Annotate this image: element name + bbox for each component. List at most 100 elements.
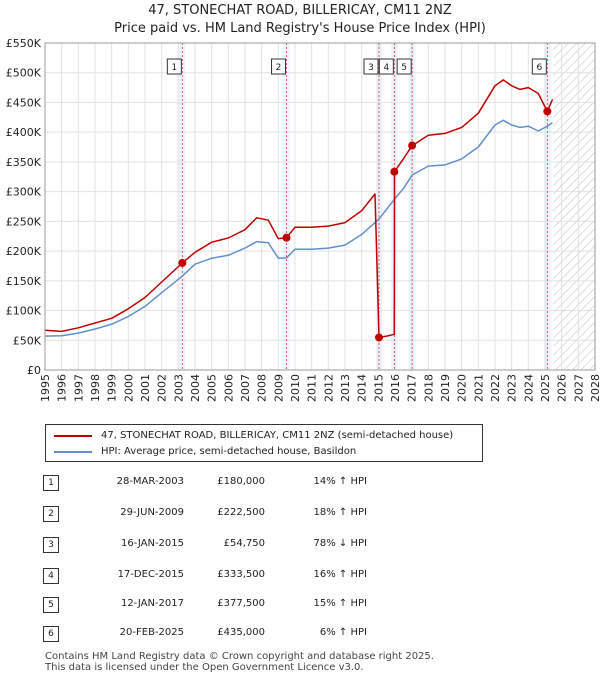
x-tick-label: 2026 [556, 374, 569, 402]
sale-label-text: 3 [368, 63, 374, 73]
sale-date: 16-JAN-2015 [120, 538, 184, 549]
x-tick-label: 2006 [222, 374, 235, 402]
x-tick-label: 2008 [256, 374, 269, 402]
sale-price: £180,000 [217, 476, 265, 487]
sale-number-badge: 2 [43, 506, 59, 522]
sale-point [178, 258, 187, 267]
y-tick-label: £0 [27, 364, 41, 377]
x-tick-label: 2010 [289, 374, 302, 402]
y-tick-label: £50K [13, 334, 42, 347]
property-price-line [44, 79, 554, 339]
x-tick-label: 2022 [489, 374, 502, 402]
sale-band [283, 43, 290, 370]
sale-label-box [531, 58, 547, 75]
sale-band [376, 43, 382, 370]
x-tick-label: 2014 [356, 374, 369, 402]
x-tick-label: 2000 [122, 374, 135, 402]
sale-label: 4 [378, 58, 394, 75]
sale-price: £222,500 [217, 507, 265, 518]
x-tick-label: 2002 [156, 374, 169, 402]
x-tick-label: 2012 [322, 374, 335, 402]
x-tick-label: 2016 [389, 374, 402, 402]
y-tick-label: £450K [6, 96, 42, 109]
sale-label: 1 [166, 58, 182, 75]
x-tick-label: 2027 [572, 374, 585, 402]
x-tick-label: 2021 [472, 374, 485, 402]
y-tick-label: £500K [6, 67, 42, 80]
x-tick-label: 2001 [139, 374, 152, 402]
sale-hpi-diff: 14% ↑ HPI [313, 476, 367, 487]
x-tick-label: 2018 [422, 374, 435, 402]
sale-number-badge: 3 [43, 537, 59, 553]
plot-frame [44, 42, 596, 371]
table-row: 4 17-DEC-2015 £333,500 16% ↑ HPI [0, 568, 600, 584]
sale-hpi-diff: 78% ↓ HPI [313, 538, 367, 549]
x-tick-label: 2017 [406, 374, 419, 402]
table-row: 1 28-MAR-2003 £180,000 14% ↑ HPI [0, 475, 600, 491]
sale-point [282, 233, 291, 242]
sale-label-box [396, 58, 412, 75]
legend-hpi-swatch [54, 450, 92, 453]
x-tick-label: 2025 [539, 374, 552, 402]
sale-date: 12-JAN-2017 [120, 598, 184, 609]
x-tick-label: 2011 [306, 374, 319, 402]
sale-price: £435,000 [217, 627, 265, 638]
legend-hpi-label: HPI: Average price, semi-detached house,… [101, 446, 357, 457]
sale-label-box [271, 58, 286, 75]
sale-point [543, 107, 552, 116]
x-tick-label: 2013 [339, 374, 352, 402]
sale-label-box [166, 58, 182, 75]
sale-label: 6 [531, 58, 547, 75]
hpi-line [44, 119, 553, 337]
x-tick-label: 2015 [372, 374, 385, 402]
sale-date: 29-JUN-2009 [120, 507, 184, 518]
sale-label-box [363, 58, 379, 75]
chart-legend: 47, STONECHAT ROAD, BILLERICAY, CM11 2NZ… [45, 424, 483, 462]
sale-label-box [378, 58, 394, 75]
x-tick-label: 1998 [89, 374, 102, 402]
sale-point [390, 167, 399, 176]
forecast-hatch-region [553, 43, 595, 370]
sale-label-text: 5 [401, 63, 407, 73]
x-tick-label: 2005 [206, 374, 219, 402]
chart-title: 47, STONECHAT ROAD, BILLERICAY, CM11 2NZ [148, 3, 452, 18]
sale-label-text: 1 [171, 63, 177, 73]
table-row: 2 29-JUN-2009 £222,500 18% ↑ HPI [0, 506, 600, 522]
x-tick-label: 2007 [239, 374, 252, 402]
sale-hpi-diff: 18% ↑ HPI [313, 507, 367, 518]
x-tick-label: 1999 [106, 374, 119, 402]
plot-background [45, 43, 595, 370]
x-tick-label: 2023 [506, 374, 519, 402]
sale-hpi-diff: 15% ↑ HPI [313, 598, 367, 609]
sale-label: 3 [363, 58, 379, 75]
sale-price: £333,500 [217, 569, 265, 580]
sale-point [408, 141, 417, 150]
y-tick-label: £550K [6, 37, 42, 50]
footer-line-1: Contains HM Land Registry data © Crown c… [45, 651, 434, 662]
y-tick-label: £150K [6, 275, 42, 288]
x-tick-label: 2024 [522, 374, 535, 402]
x-tick-label: 2028 [589, 374, 600, 402]
sale-label-text: 6 [536, 63, 542, 73]
sale-label-text: 4 [383, 63, 389, 73]
sale-price: £54,750 [223, 538, 265, 549]
sale-point [375, 333, 383, 342]
x-tick-label: 1996 [56, 374, 69, 402]
y-tick-label: £400K [6, 126, 42, 139]
x-tick-label: 2003 [172, 374, 185, 402]
table-row: 5 12-JAN-2017 £377,500 15% ↑ HPI [0, 597, 600, 613]
x-tick-label: 1995 [39, 374, 52, 402]
sale-band [544, 43, 551, 370]
x-tick-label: 2019 [439, 374, 452, 402]
sale-date: 17-DEC-2015 [117, 569, 184, 580]
footer-attribution: Contains HM Land Registry data © Crown c… [45, 651, 434, 673]
chart-subtitle: Price paid vs. HM Land Registry's House … [114, 21, 486, 36]
sale-number-badge: 5 [43, 597, 59, 613]
y-tick-label: £300K [6, 186, 42, 199]
x-tick-label: 2004 [189, 374, 202, 402]
x-tick-label: 2020 [456, 374, 469, 402]
table-row: 6 20-FEB-2025 £435,000 6% ↑ HPI [0, 626, 600, 642]
y-tick-label: £100K [6, 305, 42, 318]
sale-band [179, 43, 186, 370]
